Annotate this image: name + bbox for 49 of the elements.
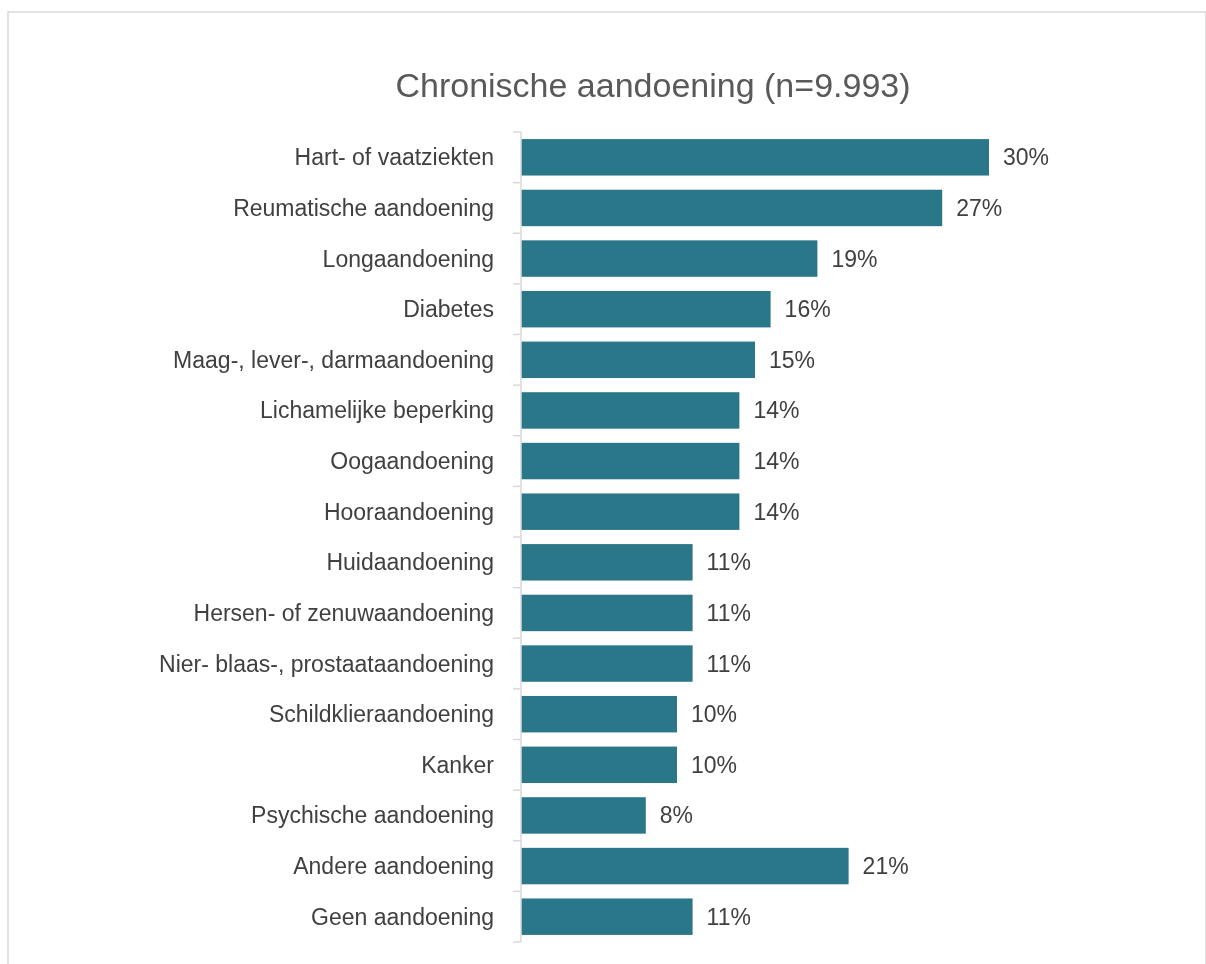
bar (521, 240, 818, 277)
data-label: 14% (753, 498, 800, 525)
bar (521, 797, 646, 834)
chart-title: Chronische aandoening (n=9.993) (395, 65, 911, 104)
bar (521, 746, 677, 784)
y-tick-label: Lichamelijke beperking (260, 397, 494, 424)
data-label: 10% (691, 751, 738, 778)
bar (521, 139, 989, 176)
bar (521, 645, 693, 682)
data-label: 14% (753, 397, 800, 424)
data-label: 11% (706, 599, 751, 626)
y-tick-label: Longaandoening (322, 245, 494, 272)
data-label: 8% (659, 802, 694, 829)
y-tick-label: Huidaandoening (326, 549, 494, 576)
data-label: 27% (956, 194, 1003, 221)
y-tick-label: Oogaandoening (330, 448, 494, 475)
bar (521, 493, 740, 530)
bar (521, 898, 693, 935)
y-tick-label: Nier- blaas-, prostaataandoening (159, 650, 494, 677)
data-label: 16% (784, 296, 831, 323)
bar (521, 189, 943, 227)
data-label: 11% (706, 549, 751, 576)
y-tick-label: Hersen- of zenuwaandoening (193, 599, 494, 626)
y-tick-label: Diabetes (403, 296, 494, 323)
y-tick-label: Maag-, lever-, darmaandoening (173, 346, 494, 373)
data-label: 14% (753, 448, 800, 475)
y-tick-label: Geen aandoening (311, 903, 494, 930)
bar (521, 695, 677, 733)
y-tick-label: Hart- of vaatziekten (294, 144, 494, 171)
bar (521, 442, 740, 480)
data-label: 15% (769, 346, 816, 373)
y-tick-label: Schildklieraandoening (268, 701, 494, 728)
y-tick-label: Psychische aandoening (251, 802, 494, 829)
data-label: 19% (831, 245, 878, 272)
y-tick-label: Kanker (421, 751, 495, 778)
bar (521, 847, 849, 885)
bar (521, 594, 693, 632)
data-label: 10% (691, 701, 738, 728)
y-tick-label: Hooraandoening (323, 498, 494, 525)
y-tick-label: Andere aandoening (293, 853, 494, 880)
data-label: 11% (706, 903, 751, 930)
bar (521, 341, 755, 379)
y-tick-label: Reumatische aandoening (233, 194, 494, 221)
data-label: 21% (862, 853, 909, 880)
bar (521, 392, 740, 429)
bar (521, 290, 771, 328)
data-label: 30% (1003, 144, 1050, 171)
bar (521, 544, 693, 581)
data-label: 11% (706, 650, 751, 677)
